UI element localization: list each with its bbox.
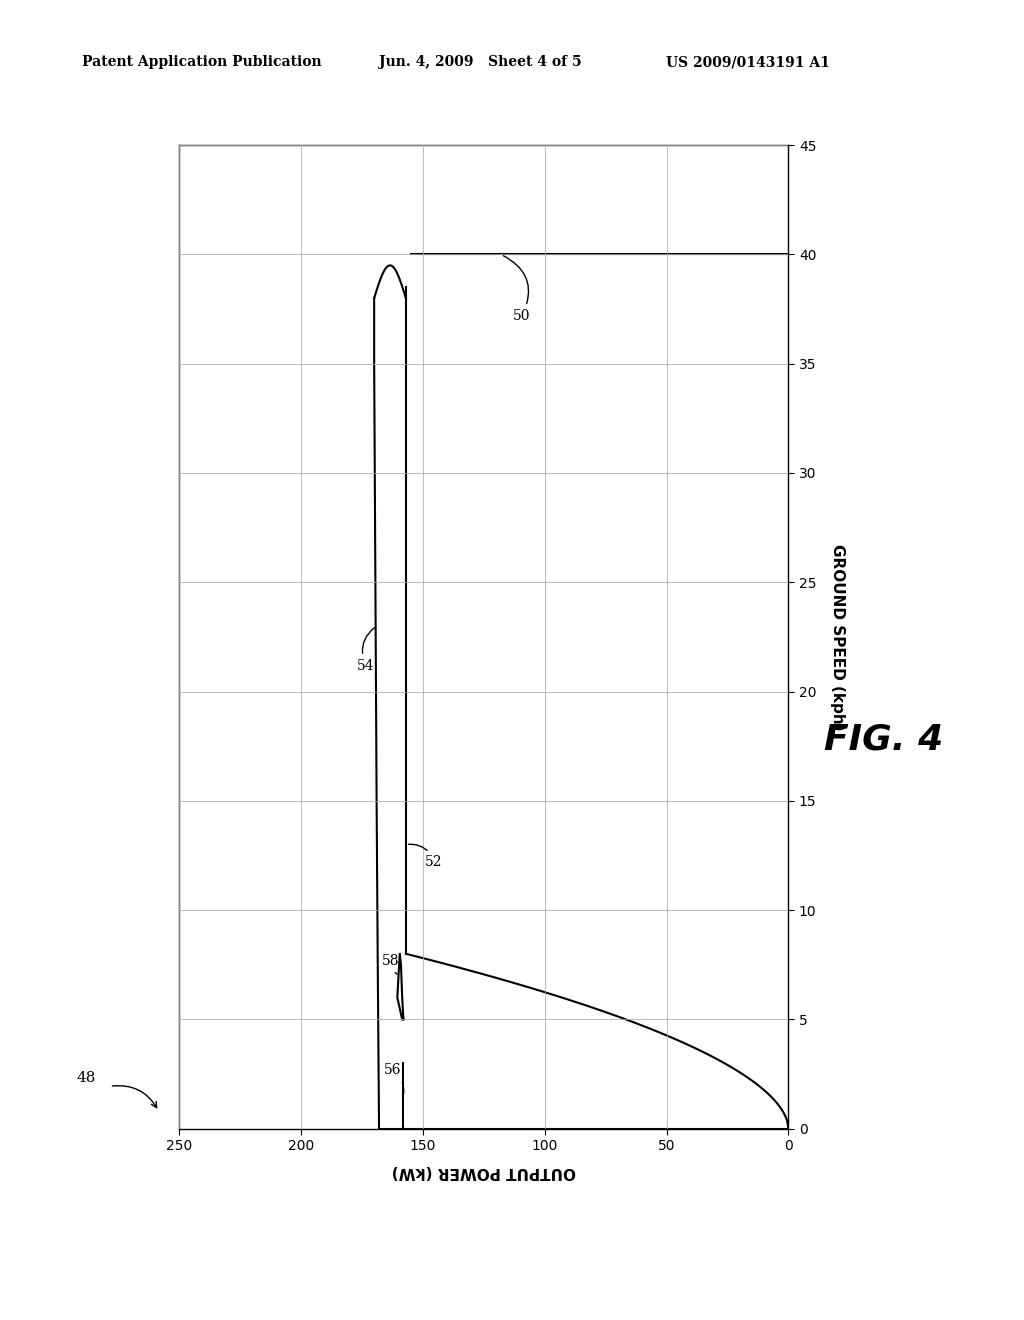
Text: 50: 50 (504, 256, 530, 323)
Text: FIG. 4: FIG. 4 (824, 722, 943, 756)
Text: Patent Application Publication: Patent Application Publication (82, 55, 322, 70)
Text: 56: 56 (384, 1063, 403, 1093)
Text: 48: 48 (77, 1072, 96, 1085)
Y-axis label: GROUND SPEED (kph): GROUND SPEED (kph) (830, 544, 846, 730)
X-axis label: OUTPUT POWER (kW): OUTPUT POWER (kW) (392, 1164, 575, 1179)
Text: Jun. 4, 2009   Sheet 4 of 5: Jun. 4, 2009 Sheet 4 of 5 (379, 55, 582, 70)
Text: 52: 52 (409, 845, 442, 870)
Text: 54: 54 (357, 628, 375, 673)
Text: 58: 58 (382, 953, 399, 974)
Text: US 2009/0143191 A1: US 2009/0143191 A1 (666, 55, 829, 70)
